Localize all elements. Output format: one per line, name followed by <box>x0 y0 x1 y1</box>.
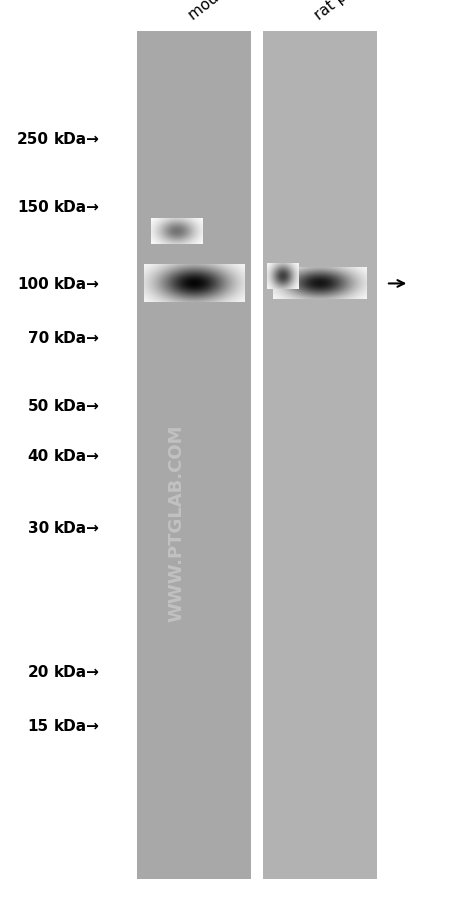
Text: kDa→: kDa→ <box>53 200 100 215</box>
Text: kDa→: kDa→ <box>53 399 100 413</box>
Bar <box>263 32 377 879</box>
Text: 20: 20 <box>27 665 49 679</box>
Text: 50: 50 <box>27 399 49 413</box>
Text: kDa→: kDa→ <box>53 277 100 291</box>
Text: 40: 40 <box>27 448 49 463</box>
Text: rat pancreas: rat pancreas <box>312 0 397 23</box>
Text: 70: 70 <box>27 331 49 345</box>
Text: kDa→: kDa→ <box>53 665 100 679</box>
Text: 15: 15 <box>28 719 49 733</box>
Text: 30: 30 <box>27 520 49 535</box>
Text: mouse pancreas: mouse pancreas <box>186 0 295 23</box>
Text: WWW.PTGLAB.COM: WWW.PTGLAB.COM <box>168 425 186 621</box>
Text: kDa→: kDa→ <box>53 448 100 463</box>
Text: 100: 100 <box>17 277 49 291</box>
Bar <box>137 32 251 879</box>
Text: 250: 250 <box>17 133 49 147</box>
Text: 150: 150 <box>17 200 49 215</box>
Text: kDa→: kDa→ <box>53 133 100 147</box>
Text: kDa→: kDa→ <box>53 331 100 345</box>
Text: kDa→: kDa→ <box>53 719 100 733</box>
Text: kDa→: kDa→ <box>53 520 100 535</box>
